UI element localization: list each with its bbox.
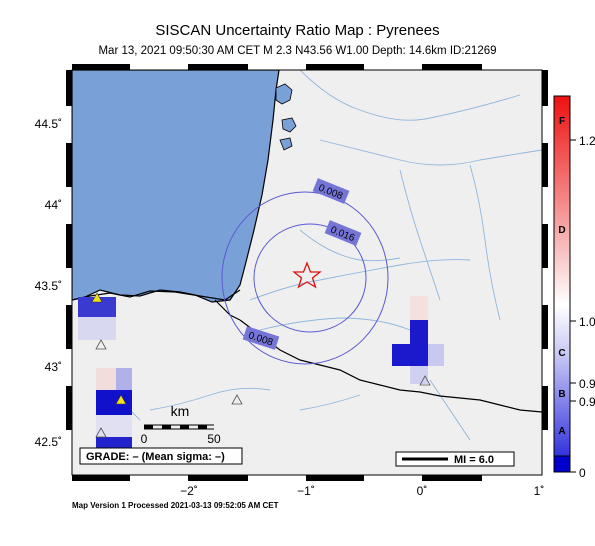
lon-axis: −2˚ −1˚ 0˚ 1˚ xyxy=(180,484,544,498)
colorbar-value: 0.9 xyxy=(579,377,595,391)
stations[interactable] xyxy=(91,292,431,438)
lon-tick: 0˚ xyxy=(417,484,428,498)
scale-tick: 50 xyxy=(207,432,221,446)
lat-tick: 44˚ xyxy=(45,198,62,212)
processing-footer: Map Version 1 Processed 2021-03-13 09:52… xyxy=(72,501,279,510)
lat-axis: 44.5˚ 44˚ 43.5˚ 43˚ 42.5˚ xyxy=(35,117,62,449)
colorbar-value: 0 xyxy=(579,466,586,480)
lat-tick: 43˚ xyxy=(45,360,62,374)
epicenter-star-icon[interactable] xyxy=(292,261,322,289)
lat-tick: 43.5˚ xyxy=(35,279,62,293)
colorbar-value: 1.0 xyxy=(579,315,595,329)
colorbar: 1.2 1.0 0.9 0.9 0 F D C B A xyxy=(553,95,595,480)
lon-tick: −2˚ xyxy=(180,484,198,498)
lon-tick: −1˚ xyxy=(297,484,315,498)
arcachon-basin xyxy=(275,83,293,105)
grade-box xyxy=(79,447,243,465)
event-subtitle: Mar 13, 2021 09:50:30 AM CET M 2.3 N43.5… xyxy=(98,45,497,57)
scale-tick: 0 xyxy=(141,432,148,446)
mi-legend-box xyxy=(395,451,515,467)
map-border-ticks xyxy=(66,64,548,481)
grade-letter: F xyxy=(559,116,565,127)
lon-tick: 1˚ xyxy=(534,484,545,498)
colorbar-value: 0.9 xyxy=(579,395,595,409)
grade-text: GRADE: – (Mean sigma: –) xyxy=(86,451,225,463)
uncertainty-cells xyxy=(78,296,444,455)
grade-letter: A xyxy=(558,426,565,437)
map-title: SISCAN Uncertainty Ratio Map : Pyrenees xyxy=(155,22,440,39)
colorbar-value: 1.2 xyxy=(579,134,595,148)
scale-bar: km 0 50 xyxy=(141,403,221,446)
bay-of-biscay xyxy=(72,70,280,303)
lat-tick: 42.5˚ xyxy=(35,435,62,449)
scale-unit: km xyxy=(171,403,190,419)
france-spain-border xyxy=(239,319,542,413)
grade-letter: C xyxy=(558,348,565,359)
grade-letter: B xyxy=(558,389,565,400)
rivers xyxy=(99,70,542,441)
mi-legend-text: MI = 6.0 xyxy=(454,454,494,466)
uncertainty-contours xyxy=(221,191,389,365)
grade-letter: D xyxy=(558,225,565,236)
map-area[interactable]: 0.008 0.016 0.008 km 0 50 GRADE: – (Mean… xyxy=(72,70,542,475)
lat-tick: 44.5˚ xyxy=(35,117,62,131)
